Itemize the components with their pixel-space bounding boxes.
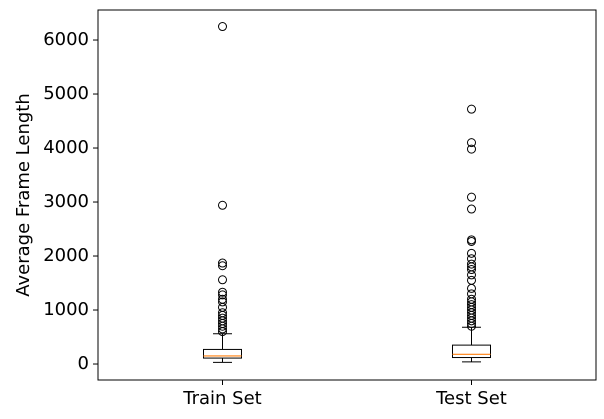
- x-tick-label: Test Set: [435, 388, 507, 409]
- flier: [218, 22, 227, 32]
- flier: [218, 275, 227, 285]
- flier: [467, 144, 476, 154]
- axes-frame: [97, 9, 597, 381]
- y-tick-label: 1000: [43, 299, 89, 320]
- y-tick-label: 3000: [43, 191, 89, 212]
- flier: [467, 192, 476, 202]
- flier: [467, 319, 476, 329]
- y-tick-label: 4000: [43, 137, 89, 158]
- flier: [467, 275, 476, 285]
- y-tick-label: 5000: [43, 83, 89, 104]
- flier: [467, 104, 476, 114]
- y-axis-label: Average Frame Length: [13, 93, 34, 297]
- y-tick-label: 2000: [43, 245, 89, 266]
- flier: [467, 321, 476, 331]
- flier: [218, 290, 227, 300]
- flier: [218, 324, 227, 334]
- flier: [467, 265, 476, 275]
- flier: [467, 270, 476, 280]
- flier: [467, 138, 476, 148]
- flier: [218, 327, 227, 337]
- flier: [467, 204, 476, 214]
- y-tick-label: 6000: [43, 29, 89, 50]
- flier: [218, 261, 227, 271]
- flier: [467, 248, 476, 258]
- flier: [467, 236, 476, 246]
- flier: [467, 316, 476, 326]
- flier: [467, 259, 476, 269]
- flier: [467, 283, 476, 293]
- flier: [218, 321, 227, 331]
- flier: [218, 258, 227, 268]
- flier: [218, 297, 227, 307]
- flier: [218, 287, 227, 297]
- flier: [218, 200, 227, 210]
- y-tick-label: 0: [78, 353, 89, 374]
- box: [203, 348, 242, 359]
- box: [452, 344, 491, 359]
- x-tick-label: Train Set: [182, 388, 261, 409]
